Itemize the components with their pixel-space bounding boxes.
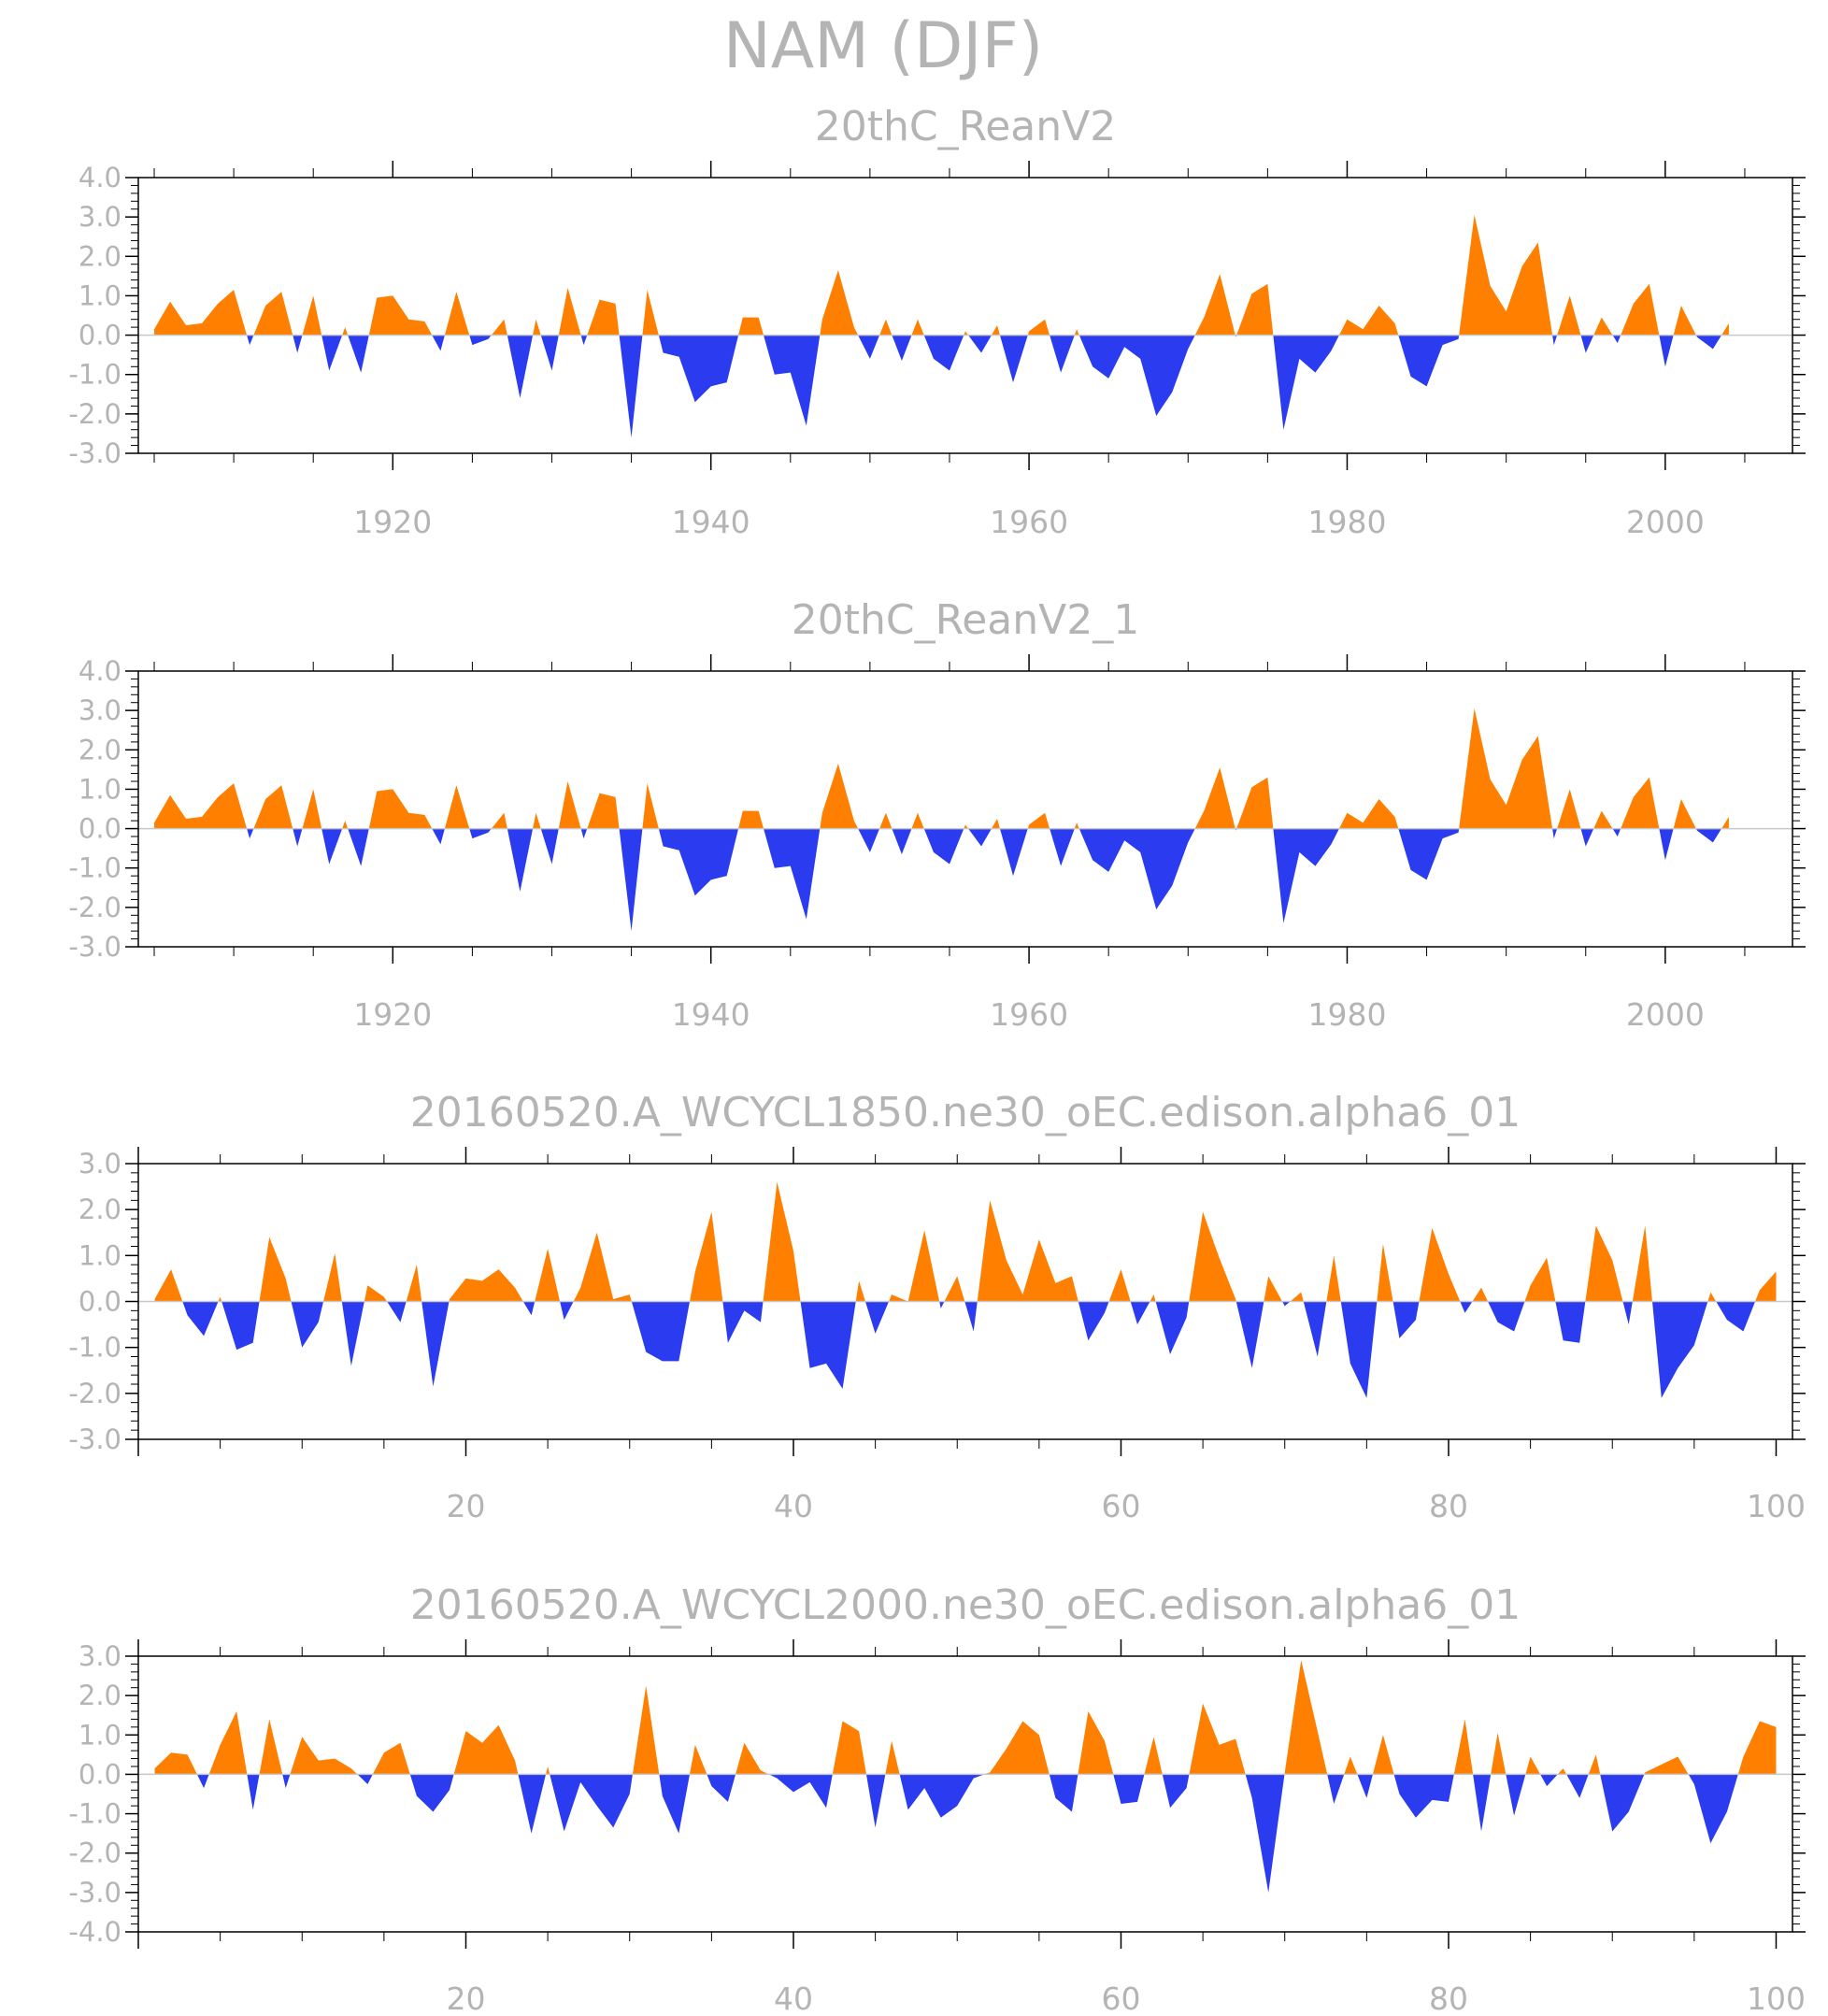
series-negative-area [154,1774,1777,1893]
x-tick-label: 2000 [1626,504,1705,540]
panel-title: 20160520.A_WCYCL2000.ne30_oEC.edison.alp… [410,1581,1521,1629]
series-positive-area [154,215,1729,336]
y-tick-label: -4.0 [68,1916,121,1948]
y-tick-label: 2.0 [79,240,121,272]
panels: 20thC_ReanV2 -3.0 -2.0 -1.0 0.0 1.0 2.0 3.0 4.0 1… [68,103,1806,2016]
plot-frame [137,1655,1793,1933]
x-tick-label: 1980 [1307,504,1386,540]
x-tick-label: 20 [446,1980,485,2016]
y-tick-label: 0.0 [79,1758,121,1790]
y-tick-label: 3.0 [79,694,121,726]
x-tick-label: 100 [1747,1980,1806,2016]
plot-frame [137,670,1793,948]
plot-frame [137,177,1793,454]
y-tick-label: 2.0 [79,1194,121,1225]
y-tick-label: -2.0 [68,1837,121,1869]
x-tick-label: 40 [774,1488,813,1524]
x-tick-label: 1940 [672,996,750,1033]
y-tick-label: -3.0 [68,1423,121,1455]
x-tick-label: 1920 [353,996,432,1033]
x-tick-label: 2000 [1626,996,1705,1033]
y-tick-label: 2.0 [79,734,121,765]
panel-title: 20thC_ReanV2 [815,103,1116,150]
y-tick-label: -2.0 [68,1378,121,1409]
y-tick-label: 3.0 [79,1148,121,1180]
chart-panel-1: 20thC_ReanV2 -3.0 -2.0 -1.0 0.0 1.0 2.0 3.0 4.0 1… [68,103,1806,540]
panel-title: 20thC_ReanV2_1 [792,596,1139,644]
y-tick-label: 0.0 [79,1286,121,1318]
series-positive-area [154,708,1729,829]
y-tick-label: 4.0 [79,162,121,193]
series-negative-area [154,335,1729,438]
y-tick-label: 4.0 [79,655,121,687]
x-tick-label: 100 [1747,1488,1806,1524]
y-tick-label: 3.0 [79,201,121,233]
y-tick-label: -1.0 [68,1332,121,1364]
panel-title: 20160520.A_WCYCL1850.ne30_oEC.edison.alp… [410,1089,1521,1137]
y-tick-label: 0.0 [79,320,121,351]
y-tick-label: -1.0 [68,359,121,391]
x-tick-label: 40 [774,1980,813,2016]
y-tick-label: 2.0 [79,1680,121,1711]
x-tick-label: 1960 [990,996,1068,1033]
series-positive-area [154,1660,1777,1775]
x-tick-label: 80 [1429,1488,1468,1524]
y-tick-label: 1.0 [79,279,121,311]
chart-panel-3: 20160520.A_WCYCL1850.ne30_oEC.edison.alp… [68,1089,1806,1524]
y-tick-label: -2.0 [68,398,121,430]
x-tick-label: 1960 [990,504,1068,540]
y-tick-label: -3.0 [68,437,121,469]
series-negative-area [154,828,1729,932]
x-tick-label: 1940 [672,504,750,540]
x-tick-label: 60 [1101,1488,1140,1524]
x-tick-label: 1920 [353,504,432,540]
series-positive-area [154,1181,1777,1302]
x-tick-label: 80 [1429,1980,1468,2016]
x-tick-label: 20 [446,1488,485,1524]
chart-panel-2: 20thC_ReanV2_1 -3.0 -2.0 -1.0 0.0 1.0 2.0 3.0 4.… [68,596,1806,1033]
y-tick-label: 3.0 [79,1640,121,1672]
y-tick-label: -1.0 [68,852,121,884]
y-tick-label: -1.0 [68,1798,121,1830]
y-tick-label: -3.0 [68,931,121,963]
y-tick-label: -2.0 [68,892,121,923]
y-tick-label: 0.0 [79,813,121,845]
x-tick-label: 60 [1101,1980,1140,2016]
x-tick-label: 1980 [1307,996,1386,1033]
y-tick-label: 1.0 [79,773,121,805]
y-tick-label: -3.0 [68,1877,121,1909]
figure-title: NAM (DJF) [723,9,1043,83]
chart-panel-4: 20160520.A_WCYCL2000.ne30_oEC.edison.alp… [68,1581,1806,2016]
series-negative-area [154,1301,1777,1398]
y-tick-label: 1.0 [79,1719,121,1751]
y-tick-label: 1.0 [79,1239,121,1271]
